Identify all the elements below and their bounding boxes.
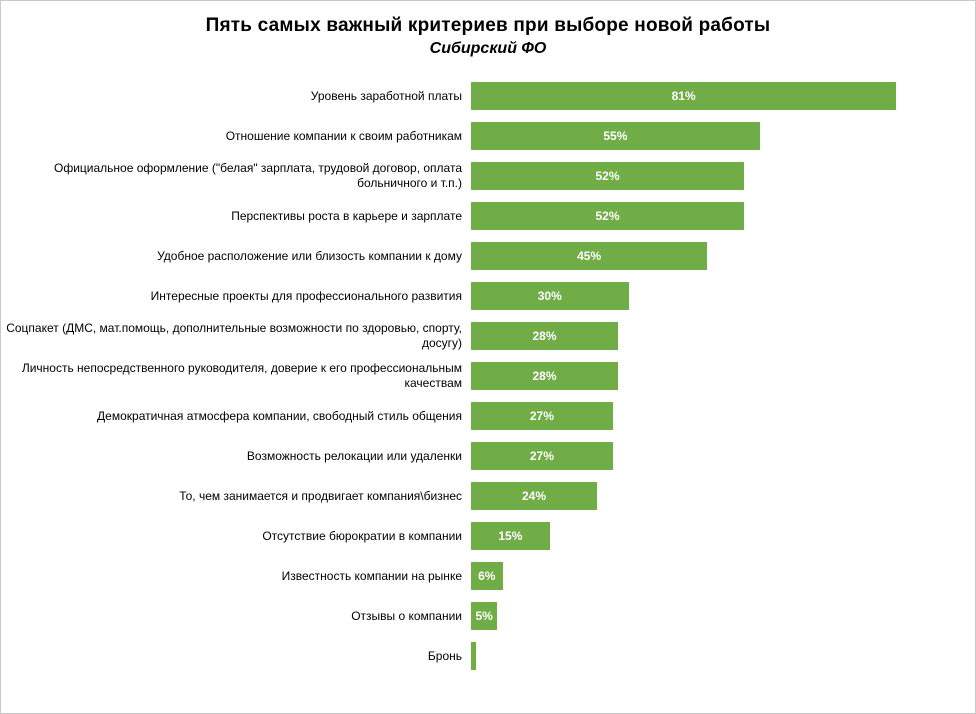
chart-row: Интересные проекты для профессионального… (1, 276, 975, 316)
category-label: Отзывы о компании (351, 608, 462, 623)
bar-value-label: 81% (671, 89, 696, 103)
bar: 52% (471, 202, 744, 230)
bar (471, 642, 477, 670)
bar-track: 27% (471, 402, 975, 430)
chart-row: Официальное оформление ("белая" зарплата… (1, 156, 975, 196)
bar: 30% (471, 282, 629, 310)
chart-row: То, чем занимается и продвигает компания… (1, 476, 975, 516)
bar-track: 30% (471, 282, 975, 310)
bar: 45% (471, 242, 708, 270)
bar-value-label: 27% (529, 449, 554, 463)
bar: 81% (471, 82, 897, 110)
category-label: Интересные проекты для профессионального… (150, 288, 462, 303)
bar-value-label: 28% (532, 369, 557, 383)
bar-value-label: 28% (532, 329, 557, 343)
category-label: Уровень заработной платы (310, 88, 462, 103)
chart-row: Перспективы роста в карьере и зарплате 52… (1, 196, 975, 236)
bar-value-label: 5% (475, 609, 493, 623)
chart-row: Бронь (1, 636, 975, 676)
bar-value-label: 52% (595, 209, 620, 223)
category-label: Удобное расположение или близость компан… (157, 248, 462, 263)
bar-track: 55% (471, 122, 975, 150)
bar: 15% (471, 522, 550, 550)
bar-track: 28% (471, 362, 975, 390)
bar-value-label: 55% (603, 129, 628, 143)
bar: 55% (471, 122, 760, 150)
chart-row: Соцпакет (ДМС, мат.помощь, дополнительны… (1, 316, 975, 356)
category-label: Отсутствие бюрократии в компании (262, 528, 462, 543)
chart-row: Отношение компании к своим работникам 55% (1, 116, 975, 156)
bar: 6% (471, 562, 503, 590)
chart-subtitle: Сибирский ФО (429, 40, 547, 57)
category-label: Возможность релокации или удаленки (246, 448, 462, 463)
bar-value-label: 52% (595, 169, 620, 183)
bar-track: 24% (471, 482, 975, 510)
category-label: Личность непосредственного руководителя,… (21, 361, 462, 390)
bar-track: 5% (471, 602, 975, 630)
bar-track: 28% (471, 322, 975, 350)
category-label: Отношение компании к своим работникам (225, 128, 462, 143)
bar-track: 45% (471, 242, 975, 270)
bar-value-label: 27% (529, 409, 554, 423)
bar: 27% (471, 442, 613, 470)
bar-value-label: 30% (537, 289, 562, 303)
category-label: Перспективы роста в карьере и зарплате (231, 208, 462, 223)
bar-track: 15% (471, 522, 975, 550)
chart-row: Отсутствие бюрократии в компании 15% (1, 516, 975, 556)
plot-area: Уровень заработной платы 81% Отношение ком… (1, 76, 975, 676)
bar: 28% (471, 322, 618, 350)
category-label: Соцпакет (ДМС, мат.помощь, дополнительны… (6, 321, 462, 350)
bar-track (471, 642, 975, 670)
bar: 27% (471, 402, 613, 430)
chart-row: Возможность релокации или удаленки 27% (1, 436, 975, 476)
bar: 52% (471, 162, 744, 190)
bar-track: 27% (471, 442, 975, 470)
chart-row: Личность непосредственного руководителя,… (1, 356, 975, 396)
bar-value-label: 45% (577, 249, 602, 263)
category-label: Официальное оформление ("белая" зарплата… (54, 161, 462, 190)
bar: 5% (471, 602, 498, 630)
bar-value-label: 15% (498, 529, 523, 543)
bar: 28% (471, 362, 618, 390)
bar-value-label: 24% (521, 489, 547, 503)
chart-row: Уровень заработной платы 81% (1, 76, 975, 116)
category-label: Известность компании на рынке (281, 568, 462, 583)
bar-track: 52% (471, 162, 975, 190)
chart-row: Удобное расположение или близость компан… (1, 236, 975, 276)
bar: 24% (471, 482, 597, 510)
bar-value-label: 6% (478, 569, 496, 583)
category-label: То, чем занимается и продвигает компания… (179, 488, 462, 503)
chart-row: Демократичная атмосфера компании, свобод… (1, 396, 975, 436)
bar-track: 81% (471, 82, 975, 110)
bar-track: 52% (471, 202, 975, 230)
chart-title: Пять самых важный критериев при выборе н… (205, 15, 771, 36)
category-label: Бронь (427, 648, 462, 663)
chart-row: Отзывы о компании 5% (1, 596, 975, 636)
chart-row: Известность компании на рынке 6% (1, 556, 975, 596)
bar-track: 6% (471, 562, 975, 590)
category-label: Демократичная атмосфера компании, свобод… (97, 408, 462, 423)
